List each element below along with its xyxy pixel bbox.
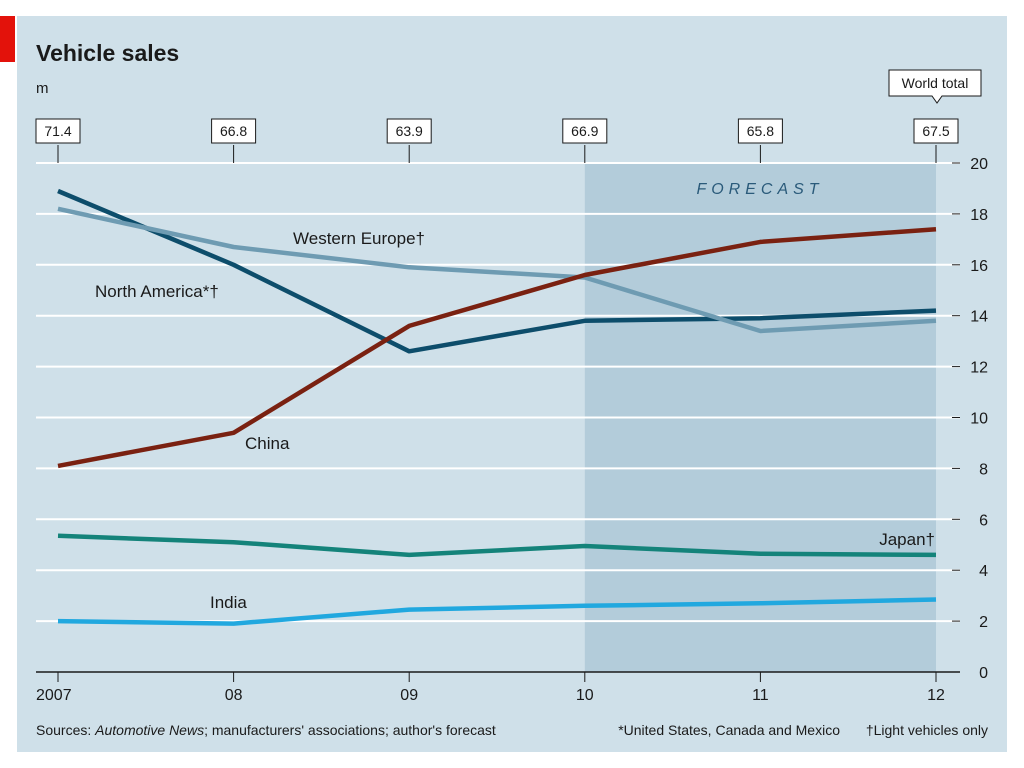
source-publication: Automotive News — [94, 722, 204, 738]
y-tick-label-20: 20 — [970, 156, 988, 173]
world-total-value: 66.9 — [571, 123, 598, 139]
world-totals: 71.4 66.8 63.9 66.9 65.8 67.5 — [35, 118, 959, 163]
source-prefix: Sources: — [36, 722, 95, 738]
y-tick-label-8: 8 — [979, 461, 988, 478]
world-total-11: 65.8 — [737, 118, 783, 163]
y-tick-label-6: 6 — [979, 512, 988, 529]
series-line-china — [57, 226, 937, 469]
y-tick-label-18: 18 — [970, 207, 988, 224]
world-total-2007: 71.4 — [35, 118, 81, 163]
y-tick-label-0: 0 — [979, 665, 988, 682]
x-tick-label-10: 10 — [576, 687, 594, 704]
y-tick-label-14: 14 — [970, 309, 988, 326]
series-line-north-america — [57, 188, 937, 354]
source-note: Sources: Automotive News; manufacturers'… — [36, 722, 496, 738]
y-tick-label-2: 2 — [979, 614, 988, 631]
label-china: China — [245, 434, 290, 453]
y-axis: 0 2 4 6 8 10 12 14 16 18 20 — [952, 156, 988, 682]
world-total-box — [913, 118, 959, 144]
world-total-12: 67.5 — [913, 118, 959, 163]
x-axis: 2007 08 09 10 11 12 — [36, 672, 945, 704]
label-india: India — [210, 593, 247, 612]
source-rest: ; manufacturers' associations; author's … — [204, 722, 496, 738]
series-lines — [57, 188, 937, 626]
forecast-label: FORECAST — [696, 181, 823, 198]
x-tick-label-09: 09 — [400, 687, 418, 704]
gridlines — [36, 162, 960, 673]
world-total-box — [737, 118, 783, 144]
label-western-europe: Western Europe† — [293, 229, 425, 248]
world-total-callout: World total — [888, 69, 982, 104]
world-total-box — [35, 118, 81, 144]
y-tick-label-10: 10 — [970, 411, 988, 428]
footnote-north-america: *United States, Canada and Mexico — [618, 722, 840, 738]
series-line-japan — [57, 533, 937, 558]
brand-red-tab — [0, 16, 15, 62]
world-total-box — [386, 118, 432, 144]
label-north-america: North America*† — [95, 282, 219, 301]
world-total-10: 66.9 — [562, 118, 608, 163]
series-line-western-europe — [57, 206, 937, 334]
y-tick-label-4: 4 — [979, 563, 988, 580]
chart-title: Vehicle sales — [36, 40, 179, 66]
label-japan: Japan† — [879, 530, 935, 549]
x-tick-label-08: 08 — [225, 687, 243, 704]
world-total-callout-box — [888, 69, 982, 104]
world-total-value: 67.5 — [922, 123, 949, 139]
world-total-label: World total — [902, 75, 969, 91]
world-total-value: 65.8 — [747, 123, 774, 139]
world-total-value: 63.9 — [396, 123, 423, 139]
world-total-08: 66.8 — [211, 118, 257, 163]
x-tick-label-11: 11 — [752, 687, 769, 704]
world-total-box — [562, 118, 608, 144]
world-total-value: 66.8 — [220, 123, 247, 139]
y-tick-label-12: 12 — [970, 360, 988, 377]
series-line-india — [57, 597, 937, 626]
world-total-09: 63.9 — [386, 118, 432, 163]
x-tick-label-2007: 2007 — [36, 687, 72, 704]
x-tick-label-12: 12 — [927, 687, 945, 704]
world-total-box — [211, 118, 257, 144]
unit-label: m — [36, 80, 49, 97]
footnote-light-vehicles: †Light vehicles only — [866, 722, 988, 738]
world-total-value: 71.4 — [44, 123, 71, 139]
y-tick-label-16: 16 — [970, 258, 988, 275]
